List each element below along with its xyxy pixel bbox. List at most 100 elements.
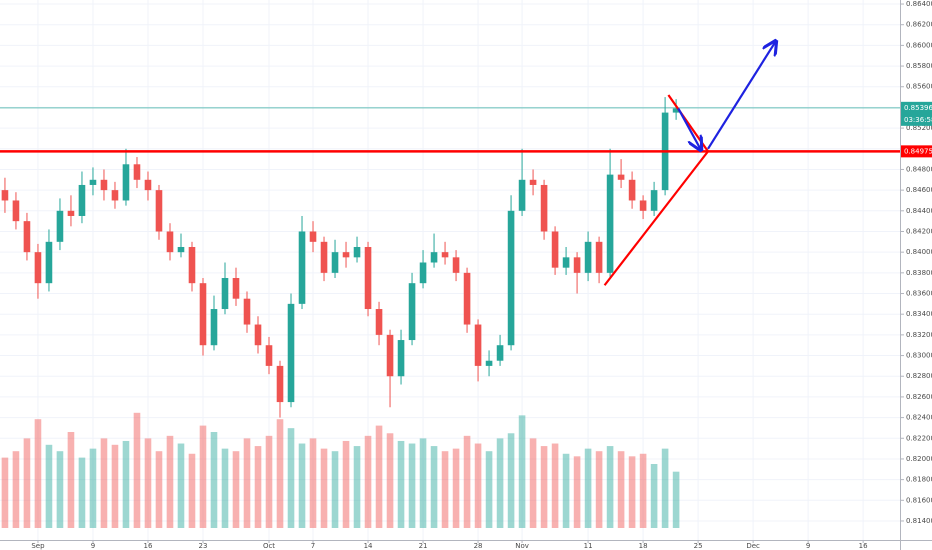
candle-body [265,345,273,366]
candle-body [650,190,658,211]
volume-bar [166,435,174,528]
volume-bar [507,433,515,528]
x-tick-label: 21 [419,542,428,550]
volume-bar [540,446,548,528]
volume-bar [12,451,20,528]
candle-body [595,241,603,273]
volume-bar [474,443,482,528]
volume-bar [485,451,493,528]
volume-bar [430,446,438,528]
x-tick-label: 11 [584,542,593,550]
candle-body [221,278,229,310]
volume-bar [78,457,86,528]
candle-body [606,174,614,273]
candle-body [89,179,97,185]
volume-bar [386,433,394,528]
candle-body [133,164,141,180]
volume-bar [111,444,119,528]
x-tick-label: 9 [91,542,95,550]
volume-bar [177,443,185,528]
candle-body [452,257,460,273]
candle-body [298,231,306,304]
candle-body [518,179,526,211]
volume-bar [287,428,295,528]
candle-body [23,221,31,253]
volume-bar [45,444,53,528]
volume-bar [265,435,273,528]
x-tick-label: 18 [639,542,648,550]
candle-body [408,283,416,341]
volume-bar [562,453,570,528]
volume-bar [650,464,658,528]
candle-body [56,210,64,242]
candle-body [166,231,174,253]
candle-body [430,252,438,263]
candle-body [496,345,504,361]
volume-bar [364,435,372,528]
price-label: 0.85396 [904,104,932,112]
volume-bar [254,446,262,528]
x-tick-label: 23 [199,542,208,550]
candle-body [375,309,383,335]
candle-body [111,190,119,201]
candle-body [309,231,317,242]
volume-bar [408,443,416,528]
volume-bar [529,438,537,528]
volume-bar [628,456,636,528]
candle-body [584,241,592,273]
volume-bar [617,451,625,528]
volume-bar [353,446,361,528]
volume-bar [1,457,9,528]
candle-body [485,360,493,366]
candle-body [628,179,636,201]
volume-bar [144,438,152,528]
candle-body [1,190,9,201]
volume-bar [331,451,339,528]
x-tick-label: Nov [515,542,529,550]
volume-bar [276,419,284,528]
candle-body [199,283,207,346]
candle-body [474,324,482,366]
candle-body [78,184,86,216]
volume-bar [309,438,317,528]
volume-bar [221,448,229,528]
trend-line [603,150,709,286]
trend-line [707,42,775,150]
candle-body [210,309,218,346]
level-label: 0.84975 [904,147,932,155]
volume-bar [595,451,603,528]
volume-bar [584,448,592,528]
volume-bar [606,446,614,528]
volume-bar [551,443,559,528]
candle-body [529,179,537,185]
candle-body [507,210,515,346]
candle-body [254,324,262,346]
volume-bar [89,448,97,528]
x-tick-label: 28 [474,542,483,550]
candle-body [243,298,251,325]
candle-body [331,252,339,273]
volume-bar [243,438,251,528]
candle-body [672,108,680,113]
candle-body [353,246,361,258]
candle-body [551,231,559,268]
candle-body [287,303,295,403]
volume-bar [298,443,306,528]
volume-bar [56,451,64,528]
volume-bar [100,438,108,528]
candle-body [540,184,548,232]
x-tick-label: 16 [144,542,153,550]
